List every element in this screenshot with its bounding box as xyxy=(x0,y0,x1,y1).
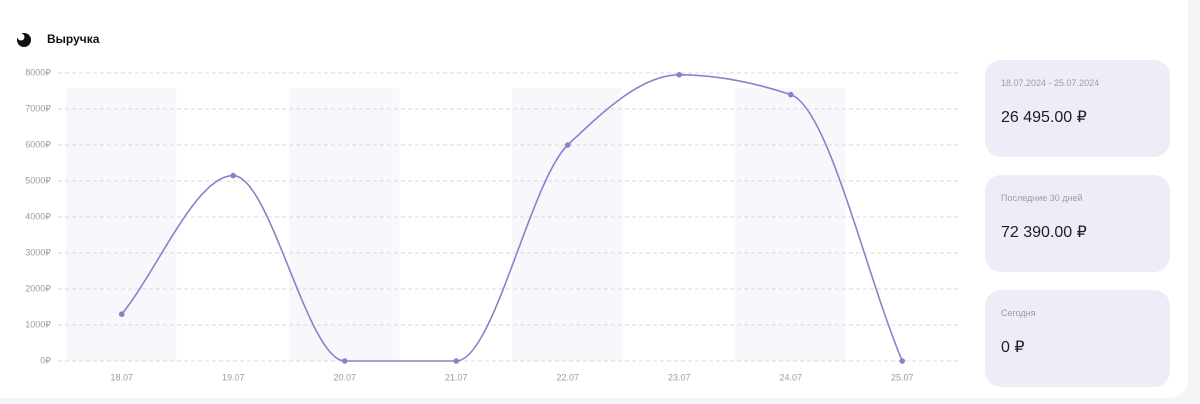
y-tick-label: 6000₽ xyxy=(25,139,51,149)
y-tick-label: 8000₽ xyxy=(25,67,51,77)
chart: Выручка 18.07 19.07 20.07 21.07 22.07 23.07 24… xyxy=(17,32,958,382)
band xyxy=(512,88,623,361)
y-tick-label: 1000₽ xyxy=(25,319,51,329)
bands xyxy=(66,88,846,361)
stat-value: 72 390.00 ₽ xyxy=(1001,224,1087,241)
y-tick-label: 2000₽ xyxy=(25,283,51,293)
x-tick-label: 24.07 xyxy=(779,372,802,382)
x-tick-label: 18.07 xyxy=(110,372,133,382)
plot xyxy=(118,72,906,364)
point xyxy=(899,358,906,364)
x-tick-label: 21.07 xyxy=(445,372,468,382)
x-tick-label: 23.07 xyxy=(668,372,691,382)
band xyxy=(735,88,846,361)
stat-value: 26 495.00 ₽ xyxy=(1001,109,1087,126)
chart-title: Выручка xyxy=(47,32,100,46)
icon xyxy=(17,33,25,41)
y-tick-label: 7000₽ xyxy=(25,103,51,113)
point xyxy=(118,311,125,318)
point xyxy=(341,358,348,364)
x-tick-label: 25.07 xyxy=(891,372,914,382)
y-tick-label: 0₽ xyxy=(40,355,51,365)
x-tick-label: 22.07 xyxy=(556,372,579,382)
band xyxy=(66,88,177,361)
y-tick-label: 5000₽ xyxy=(25,175,51,185)
band xyxy=(289,88,400,361)
stat-value: 0 ₽ xyxy=(1001,339,1025,356)
x-tick-label: 20.07 xyxy=(333,372,356,382)
stat-card: Последние 30 дней 72 390.00 ₽ xyxy=(985,175,1170,272)
point xyxy=(564,142,571,148)
y-tick-label: 4000₽ xyxy=(25,211,51,221)
point xyxy=(453,358,460,364)
point xyxy=(787,91,794,98)
stat-label: Сегодня xyxy=(1001,308,1036,318)
stat-card: Сегодня 0 ₽ xyxy=(985,290,1170,387)
point xyxy=(676,72,683,78)
point xyxy=(230,172,237,179)
stat-card: 18.07.2024 - 25.07.2024 26 495.00 ₽ xyxy=(985,60,1170,157)
grid: 18.07 19.07 20.07 21.07 22.07 23.07 24.07 25.07… xyxy=(25,67,958,382)
y-tick-label: 3000₽ xyxy=(25,247,51,257)
stat-label: 18.07.2024 - 25.07.2024 xyxy=(1001,78,1100,88)
x-tick-label: 19.07 xyxy=(222,372,245,382)
stat-label: Последние 30 дней xyxy=(1001,193,1083,203)
revenue-card: Выручка 18.07 19.07 20.07 21.07 22.07 23.07 24… xyxy=(0,0,1188,398)
